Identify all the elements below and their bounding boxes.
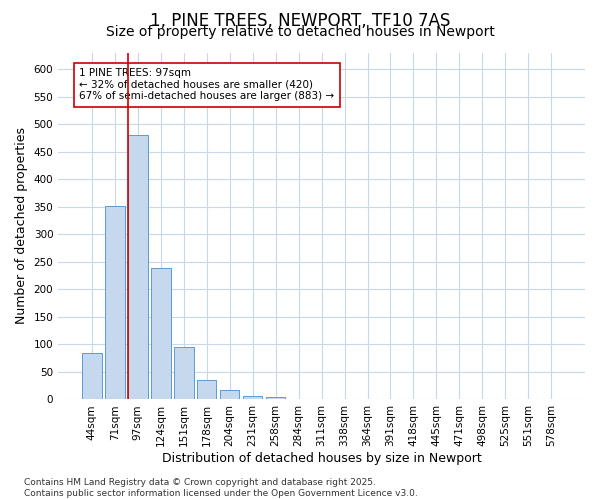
Text: 1 PINE TREES: 97sqm
← 32% of detached houses are smaller (420)
67% of semi-detac: 1 PINE TREES: 97sqm ← 32% of detached ho… xyxy=(79,68,334,102)
Bar xyxy=(289,399,308,400)
Bar xyxy=(128,135,148,400)
Bar xyxy=(151,268,170,400)
Bar xyxy=(82,352,101,400)
Y-axis label: Number of detached properties: Number of detached properties xyxy=(15,128,28,324)
Bar xyxy=(243,396,262,400)
Bar xyxy=(266,396,286,400)
Text: Size of property relative to detached houses in Newport: Size of property relative to detached ho… xyxy=(106,25,494,39)
Bar xyxy=(105,206,125,400)
Text: Contains HM Land Registry data © Crown copyright and database right 2025.
Contai: Contains HM Land Registry data © Crown c… xyxy=(24,478,418,498)
Bar xyxy=(174,346,194,400)
Bar xyxy=(197,380,217,400)
Bar xyxy=(220,390,239,400)
X-axis label: Distribution of detached houses by size in Newport: Distribution of detached houses by size … xyxy=(162,452,481,465)
Bar xyxy=(312,399,331,400)
Text: 1, PINE TREES, NEWPORT, TF10 7AS: 1, PINE TREES, NEWPORT, TF10 7AS xyxy=(150,12,450,30)
